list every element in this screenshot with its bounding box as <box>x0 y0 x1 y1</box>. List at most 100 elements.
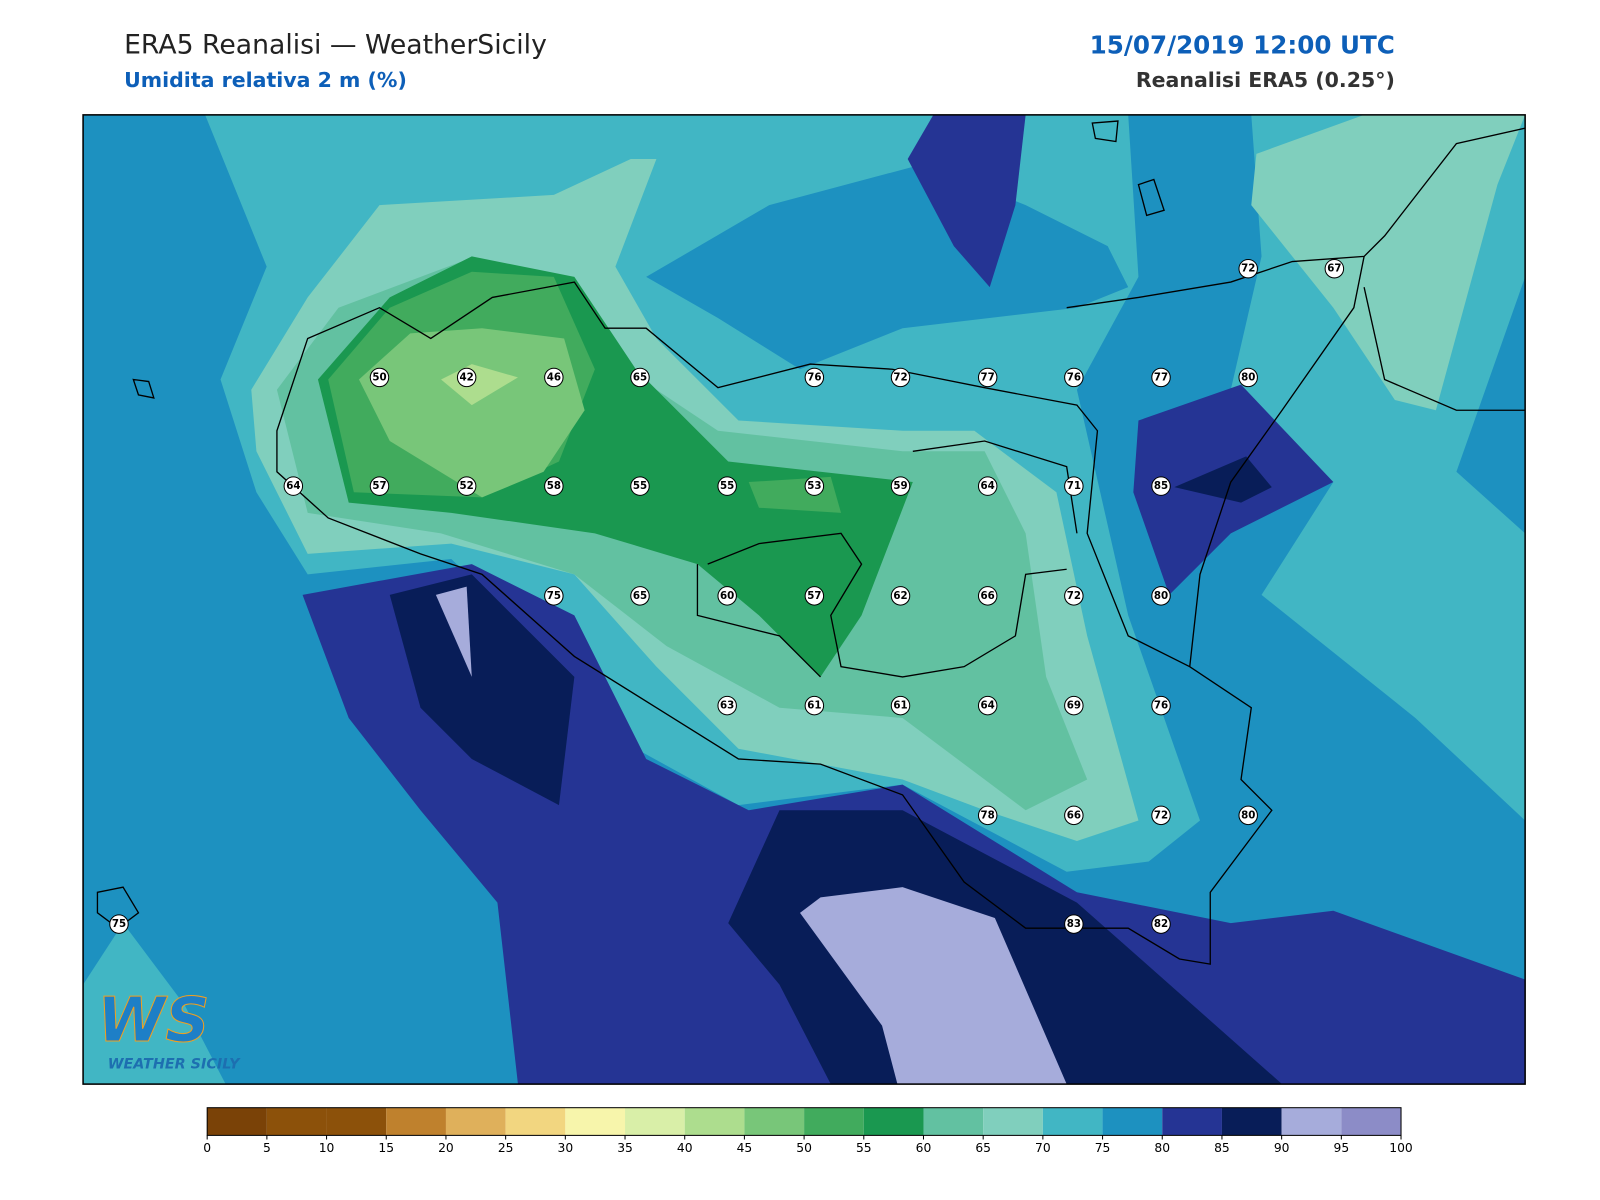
colorbar-label: 10 <box>319 1141 335 1155</box>
station-value: 65 <box>633 590 647 602</box>
colorbar-label: 5 <box>263 1141 271 1155</box>
colorbar-label: 50 <box>796 1141 812 1155</box>
station-marker <box>977 586 998 606</box>
colorbar-swatch <box>1281 1107 1342 1136</box>
colorbar-swatch <box>744 1107 805 1136</box>
station-marker <box>804 586 825 606</box>
colorbar-label: 30 <box>558 1141 574 1155</box>
logo-mark: WS <box>97 984 209 1056</box>
station-marker <box>717 476 737 496</box>
station-marker <box>1151 367 1171 388</box>
station-value: 64 <box>286 480 300 492</box>
colorbar-swatch <box>1042 1107 1103 1136</box>
station-value: 72 <box>1241 263 1255 275</box>
station-value: 76 <box>1154 700 1168 712</box>
station-marker <box>717 586 737 606</box>
map-frame <box>82 114 1526 1085</box>
station-value: 75 <box>547 590 561 602</box>
station-value: 77 <box>1154 371 1168 383</box>
colorbar-label: 90 <box>1274 1141 1290 1155</box>
colorbar-swatch <box>386 1107 446 1136</box>
station-value: 69 <box>1067 700 1081 712</box>
colorbar-swatch <box>326 1107 387 1136</box>
station-value: 53 <box>807 480 821 492</box>
colorbar-label: 75 <box>1095 1141 1111 1155</box>
station-value: 72 <box>1154 809 1168 821</box>
colorbar-swatch <box>266 1107 327 1136</box>
station-marker <box>890 695 911 716</box>
station-marker <box>804 476 825 496</box>
station-marker <box>1064 586 1084 606</box>
station-value: 82 <box>1154 918 1168 930</box>
colorbar-swatch <box>804 1107 864 1136</box>
station-value: 83 <box>1067 918 1081 930</box>
station-value: 80 <box>1241 371 1255 383</box>
station-marker <box>1151 476 1171 496</box>
station-marker <box>1238 805 1258 826</box>
station-marker <box>717 695 737 716</box>
station-marker <box>1151 695 1171 716</box>
colorbar-label: 70 <box>1035 1141 1051 1155</box>
station-value: 50 <box>372 371 386 383</box>
colorbar-label: 60 <box>916 1141 932 1155</box>
station-value: 85 <box>1154 480 1168 492</box>
station-marker <box>1238 367 1258 388</box>
station-marker <box>1064 695 1084 716</box>
station-marker <box>890 367 911 388</box>
station-marker <box>1064 805 1084 826</box>
station-marker <box>1064 367 1084 388</box>
colorbar-swatch <box>923 1107 984 1136</box>
colorbar-label: 20 <box>438 1141 454 1155</box>
station-marker <box>283 476 304 496</box>
colorbar-swatch <box>1221 1107 1282 1136</box>
colorbar-label: 95 <box>1334 1141 1350 1155</box>
colorbar-swatch <box>983 1107 1043 1136</box>
colorbar-swatch <box>625 1107 685 1136</box>
station-value: 75 <box>112 918 126 930</box>
colorbar-label: 0 <box>203 1141 211 1155</box>
station-marker <box>977 476 998 496</box>
station-marker <box>544 367 564 388</box>
station-marker <box>456 367 477 388</box>
station-value: 77 <box>981 371 995 383</box>
stations: 50 42 46 65 76 72 77 76 77 80 64 57 52 58 55 55 53 59 64 71… <box>109 258 1345 934</box>
colorbar-label: 85 <box>1214 1141 1230 1155</box>
station-value: 57 <box>372 480 386 492</box>
station-value: 67 <box>1327 263 1341 275</box>
station-value: 62 <box>893 590 907 602</box>
colorbar-swatch <box>207 1107 267 1136</box>
station-value: 72 <box>893 371 907 383</box>
station-value: 80 <box>1241 809 1255 821</box>
station-marker <box>630 367 650 388</box>
colorbar-label: 45 <box>737 1141 753 1155</box>
colorbar-swatch <box>1162 1107 1222 1136</box>
colorbar-label: 35 <box>617 1141 633 1155</box>
station-value: 46 <box>547 371 561 383</box>
station-value: 55 <box>720 480 734 492</box>
station-value: 80 <box>1154 590 1168 602</box>
station-value: 59 <box>893 480 907 492</box>
station-value: 65 <box>633 371 647 383</box>
station-value: 61 <box>807 700 821 712</box>
colorbar-label: 15 <box>378 1141 394 1155</box>
station-value: 76 <box>1067 371 1081 383</box>
colorbar-swatch <box>1341 1107 1402 1136</box>
station-value: 60 <box>720 590 734 602</box>
colorbar-swatch <box>863 1107 924 1136</box>
station-marker <box>630 586 650 606</box>
station-marker <box>1238 258 1258 279</box>
station-value: 71 <box>1067 480 1081 492</box>
station-value: 64 <box>981 480 995 492</box>
station-value: 52 <box>460 480 474 492</box>
station-value: 55 <box>633 480 647 492</box>
colorbar-label: 65 <box>975 1141 991 1155</box>
map <box>83 114 1526 1085</box>
station-value: 66 <box>1067 809 1081 821</box>
station-marker <box>890 586 911 606</box>
station-value: 63 <box>720 700 734 712</box>
station-value: 78 <box>981 809 995 821</box>
logo-name: WEATHER SICILY <box>108 1057 241 1073</box>
datetime: 15/07/2019 12:00 UTC <box>1090 30 1395 59</box>
station-marker <box>1064 476 1084 496</box>
